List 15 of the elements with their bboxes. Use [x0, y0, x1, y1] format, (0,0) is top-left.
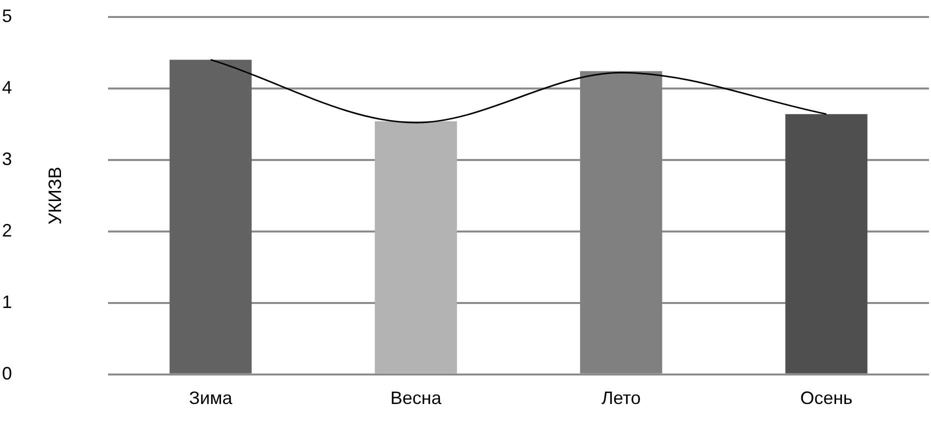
- y-tick-label: 4: [2, 77, 12, 98]
- x-tick-label: Лето: [601, 388, 641, 408]
- line-series: [210, 58, 828, 124]
- x-tick-label: Зима: [188, 388, 234, 408]
- y-tick-label: 0: [2, 363, 12, 384]
- y-tick-label: 2: [2, 220, 12, 240]
- x-tick-label: Осень: [800, 388, 853, 408]
- x-tick-label: Весна: [390, 388, 442, 408]
- y-tick-label: 1: [2, 292, 12, 312]
- bar: [170, 60, 252, 374]
- y-tick-label: 3: [2, 148, 12, 169]
- bar: [785, 114, 868, 374]
- y-axis-title: УКИЗВ: [44, 166, 65, 224]
- bar: [374, 121, 457, 374]
- y-tick-label: 5: [2, 6, 12, 26]
